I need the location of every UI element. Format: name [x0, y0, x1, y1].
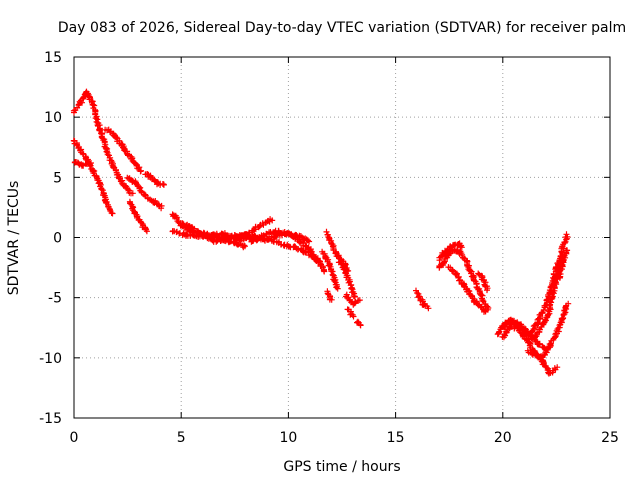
x-tick-label: 15	[387, 430, 405, 446]
x-tick-label: 5	[177, 430, 186, 446]
data-series-t5	[124, 174, 165, 212]
data-series-t22	[436, 240, 465, 264]
data-point-marks	[413, 287, 432, 312]
data-series-t7	[126, 198, 150, 235]
data-series-t6	[142, 171, 167, 188]
data-point-marks	[354, 318, 364, 329]
data-series-t2	[70, 137, 116, 217]
data-points	[70, 88, 572, 377]
data-series-t1	[70, 88, 136, 197]
data-series-t24	[475, 270, 491, 294]
x-tick-label: 0	[70, 430, 79, 446]
data-series-t15	[335, 258, 358, 300]
data-point-marks	[248, 234, 328, 275]
data-series-t21	[436, 246, 492, 313]
chart-title: Day 083 of 2026, Sidereal Day-to-day VTE…	[58, 20, 626, 36]
data-point-marks	[124, 174, 165, 212]
data-point-marks	[230, 216, 276, 242]
data-series-t27	[499, 316, 549, 353]
y-axis-label: SDTVAR / TECUs	[6, 181, 22, 296]
data-series-t29	[527, 252, 564, 336]
grid-lines	[74, 57, 610, 418]
data-point-marks	[554, 247, 571, 283]
x-tick-label: 20	[494, 430, 512, 446]
data-series-t32	[524, 347, 547, 366]
y-tick-label: -10	[39, 351, 62, 367]
data-series-t12	[248, 234, 328, 275]
data-point-marks	[436, 246, 492, 313]
data-point-marks	[436, 240, 465, 264]
y-tick-label: -5	[48, 291, 62, 307]
data-point-marks	[70, 88, 136, 197]
data-series-t19	[354, 318, 364, 329]
x-tick-label: 10	[279, 430, 297, 446]
data-point-marks	[335, 258, 358, 300]
y-tick-label: 0	[53, 231, 62, 247]
data-series-t10	[177, 220, 248, 251]
data-point-marks	[343, 291, 363, 308]
y-tick-label: 10	[44, 110, 62, 126]
data-point-marks	[524, 347, 547, 366]
data-series-t17	[324, 288, 335, 303]
data-point-marks	[324, 288, 335, 303]
data-point-marks	[475, 270, 491, 294]
y-tick-label: 5	[53, 170, 62, 186]
data-series-t20	[413, 287, 432, 312]
data-point-marks	[319, 248, 341, 292]
data-point-marks	[499, 316, 549, 353]
x-tick-label: 25	[601, 430, 619, 446]
data-series-t31	[554, 247, 571, 283]
data-point-marks	[102, 126, 144, 175]
data-series-t4	[102, 126, 144, 175]
y-tick-label: 15	[44, 50, 62, 66]
data-point-marks	[142, 171, 167, 188]
data-point-marks	[527, 252, 564, 336]
data-point-marks	[344, 306, 357, 320]
y-tick-label: -15	[39, 411, 62, 427]
data-series-t3	[71, 159, 94, 169]
plot-frame	[73, 56, 611, 419]
data-series-t18	[344, 306, 357, 320]
x-axis-label: GPS time / hours	[283, 459, 400, 475]
data-point-marks	[177, 220, 248, 251]
data-point-marks	[71, 159, 94, 169]
axis-ticks: 0 5 10 15 20 25 -15 -10 -5 0 5 10 15	[39, 50, 619, 446]
data-point-marks	[126, 198, 150, 235]
data-series-t13	[319, 248, 341, 292]
data-series-t16	[343, 291, 363, 308]
data-point-marks	[70, 137, 116, 217]
data-series-t23	[445, 264, 489, 315]
data-series-t11	[230, 216, 276, 242]
data-point-marks	[445, 264, 489, 315]
